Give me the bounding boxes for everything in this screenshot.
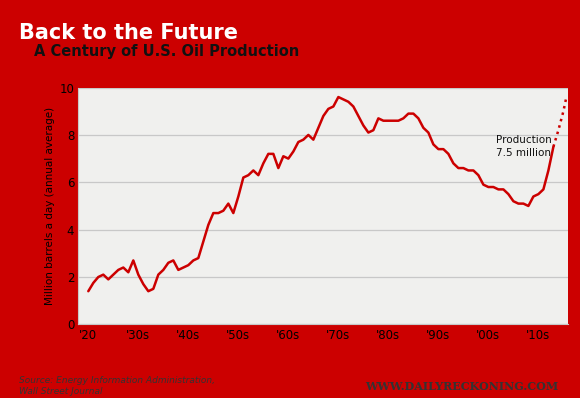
Text: Back to the Future: Back to the Future bbox=[19, 23, 238, 43]
Text: A Century of U.S. Oil Production: A Century of U.S. Oil Production bbox=[34, 44, 299, 59]
Text: Source: Energy Information Administration,
Wall Street Journal: Source: Energy Information Administratio… bbox=[19, 376, 215, 396]
Text: Production
7.5 million: Production 7.5 million bbox=[496, 135, 552, 158]
Y-axis label: Million barrels a day (annual average): Million barrels a day (annual average) bbox=[45, 107, 55, 305]
Text: WWW.DAILYRECKONING.COM: WWW.DAILYRECKONING.COM bbox=[365, 381, 558, 392]
